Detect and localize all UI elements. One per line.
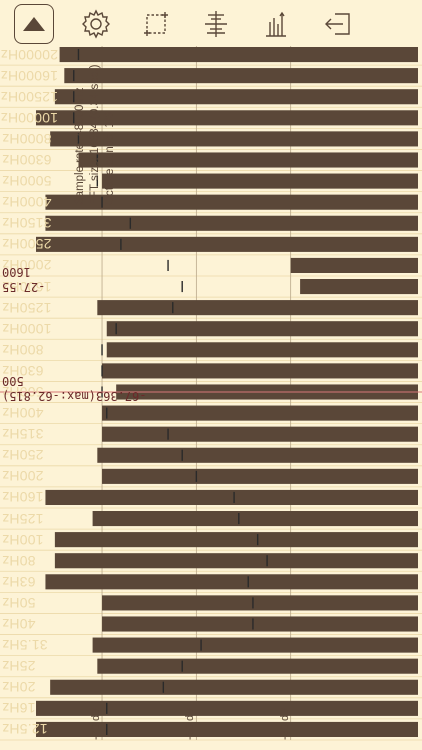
spectrum-bar-5000Hz xyxy=(102,173,418,189)
freq-label-50Hz: 50Hz xyxy=(2,594,36,611)
spectrum-bar-125Hz xyxy=(92,511,419,527)
spectrum-bar-200Hz xyxy=(102,468,418,484)
play-toggle-button[interactable] xyxy=(14,4,54,44)
freq-label-40Hz: 40Hz xyxy=(2,616,36,632)
freq-label-400Hz: 400Hz xyxy=(2,405,44,422)
freq-label-4000Hz: 4000Hz xyxy=(2,194,52,211)
freq-label-5000Hz: 5000Hz xyxy=(2,173,52,190)
freq-label-80Hz: 80Hz xyxy=(2,552,36,569)
spectrum-bar-16000Hz xyxy=(64,68,418,84)
freq-label-160Hz: 160Hz xyxy=(2,489,44,506)
spectrum-bar-1000Hz xyxy=(106,321,418,337)
freq-label-20Hz: 20Hz xyxy=(2,679,36,696)
spectrum-bar-1250Hz xyxy=(97,300,419,316)
spectrum-bar-3150Hz xyxy=(45,215,419,231)
spectrum-bar-10000Hz xyxy=(36,110,419,126)
freq-label-63Hz: 63Hz xyxy=(2,573,36,590)
align-button[interactable] xyxy=(196,4,236,44)
lower-cursor-freq: 500 xyxy=(2,374,24,388)
freq-label-20000Hz: 20000Hz xyxy=(0,46,58,63)
export-arrow-icon xyxy=(325,13,350,35)
freq-label-250Hz: 250Hz xyxy=(2,447,44,464)
crop-select-icon xyxy=(144,12,168,36)
settings-button[interactable] xyxy=(76,4,116,44)
spectrum-bar-400Hz xyxy=(102,405,418,421)
spectrum-bar-630Hz xyxy=(102,363,418,379)
spectrum-bar-20Hz xyxy=(50,679,419,695)
freq-label-16000Hz: 16000Hz xyxy=(0,67,58,84)
spectrum-bar-4000Hz xyxy=(45,194,419,210)
spectrum-bar-16Hz xyxy=(36,700,419,716)
spectrum-bar-315Hz xyxy=(102,426,418,442)
freq-label-315Hz: 315Hz xyxy=(2,426,44,443)
spectrum-bar-1600Hz xyxy=(300,279,418,295)
spectrum-bar-100Hz xyxy=(54,532,418,548)
freq-label-25Hz: 25Hz xyxy=(2,658,36,675)
spectrum-bar-6300Hz xyxy=(78,152,419,168)
spectrum-bar-800Hz xyxy=(106,342,418,358)
freq-label-16Hz: 16Hz xyxy=(2,700,36,717)
spectrum-bar-160Hz xyxy=(45,489,419,505)
freq-label-2500Hz: 2500Hz xyxy=(2,236,52,253)
bars-mode-button[interactable] xyxy=(256,4,296,44)
lower-cursor-value: -67.363(max:-62.815) xyxy=(2,389,147,403)
freq-label-12500Hz: 12500Hz xyxy=(0,88,58,105)
export-button[interactable] xyxy=(318,4,358,44)
spectrum-bar-2500Hz xyxy=(36,236,419,252)
freq-label-10000Hz: 10000Hz xyxy=(0,109,58,126)
spectrum-bar-2000Hz xyxy=(290,257,418,273)
toolbar xyxy=(0,0,422,46)
upper-cursor-value: -27.55 xyxy=(2,280,46,294)
spectrum-bar-12500Hz xyxy=(54,89,418,105)
freq-label-3150Hz: 3150Hz xyxy=(2,215,52,232)
freq-label-12.5Hz: 12.5Hz xyxy=(2,721,48,738)
spectrum-bar-31.5Hz xyxy=(92,637,419,653)
db-tick-label: -50 dB xyxy=(184,707,197,740)
spectrum-bar-25Hz xyxy=(97,658,419,674)
center-lines-icon xyxy=(205,11,227,37)
freq-label-800Hz: 800Hz xyxy=(2,341,44,358)
spectrum-bar-20000Hz xyxy=(59,47,418,63)
bar-levels-icon xyxy=(266,11,286,37)
db-tick-label: -70 dB xyxy=(90,707,103,740)
db-tick-label: -30 dB xyxy=(278,707,291,740)
spectrum-bar-40Hz xyxy=(102,616,418,632)
freq-label-1000Hz: 1000Hz xyxy=(2,320,52,337)
triangle-up-icon xyxy=(23,17,45,31)
freq-label-31.5Hz: 31.5Hz xyxy=(2,637,48,654)
freq-label-125Hz: 125Hz xyxy=(2,510,44,527)
freq-label-6300Hz: 6300Hz xyxy=(2,152,52,168)
upper-cursor-freq: 1600 xyxy=(2,265,31,279)
spectrum-bar-80Hz xyxy=(54,553,418,569)
spectrum-bar-12.5Hz xyxy=(36,721,419,737)
freq-label-8000Hz: 8000Hz xyxy=(2,130,52,147)
spectrum-bar-8000Hz xyxy=(50,131,419,147)
spectrum-bar-250Hz xyxy=(97,447,419,463)
spectrum-bar-50Hz xyxy=(102,595,418,611)
freq-label-200Hz: 200Hz xyxy=(2,468,44,485)
selection-button[interactable] xyxy=(136,4,176,44)
gear-icon xyxy=(82,9,110,39)
spectrum-bar-63Hz xyxy=(45,574,419,590)
freq-label-100Hz: 100Hz xyxy=(2,531,44,548)
freq-label-1250Hz: 1250Hz xyxy=(2,299,52,316)
